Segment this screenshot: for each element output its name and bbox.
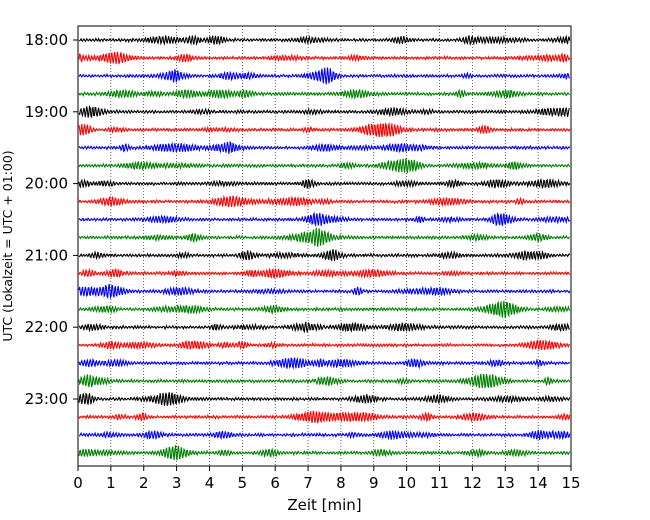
trace-1930 (78, 140, 571, 154)
trace-2345 (78, 445, 571, 461)
trace-1800 (78, 34, 571, 47)
trace-2100 (78, 249, 571, 262)
trace-2300 (78, 392, 571, 406)
x-axis-ticks: 0 1 2 3 4 5 6 7 8 9 10 11 12 13 14 15 (73, 466, 581, 492)
trace-2200 (78, 321, 570, 334)
x-tick-label: 8 (336, 474, 346, 492)
trace-2045 (78, 227, 570, 247)
y-tick-label: 21:00 (25, 246, 68, 264)
y-axis-label: UTC (Lokalzeit = UTC + 01:00) (0, 150, 15, 341)
x-tick-label: 4 (205, 474, 215, 492)
y-tick-label: 20:00 (25, 175, 68, 193)
x-tick-label: 5 (238, 474, 248, 492)
y-tick-label: 22:00 (25, 318, 68, 336)
trace-1900 (78, 104, 570, 119)
x-tick-label: 3 (172, 474, 182, 492)
trace-2115 (78, 267, 571, 279)
trace-2145 (78, 300, 571, 319)
trace-2000 (78, 177, 571, 189)
x-tick-label: 10 (397, 474, 416, 492)
trace-2330 (78, 429, 571, 441)
x-tick-label: 6 (270, 474, 280, 492)
x-tick-label: 15 (561, 474, 580, 492)
x-tick-label: 7 (303, 474, 313, 492)
trace-2245 (78, 373, 571, 389)
x-axis-label: Zeit [min] (287, 496, 361, 514)
y-tick-label: 23:00 (25, 390, 68, 408)
x-tick-label: 12 (463, 474, 482, 492)
trace-1945 (78, 158, 571, 174)
x-tick-label: 9 (369, 474, 379, 492)
trace-1845 (78, 88, 571, 100)
trace-2130 (78, 283, 571, 300)
trace-2230 (78, 356, 571, 370)
trace-1815 (78, 51, 571, 66)
x-tick-label: 0 (73, 474, 83, 492)
y-axis-ticks: 18:00 19:00 20:00 21:00 22:00 23:00 (25, 31, 78, 408)
x-tick-label: 14 (529, 474, 548, 492)
trace-2215 (78, 339, 571, 351)
grid-lines (110, 26, 539, 466)
x-tick-label: 13 (496, 474, 515, 492)
y-tick-label: 18:00 (25, 31, 68, 49)
trace-group (78, 34, 571, 461)
trace-2315 (78, 410, 571, 424)
y-tick-label: 19:00 (25, 103, 68, 121)
plot-frame (77, 25, 572, 467)
trace-1830 (78, 67, 570, 85)
trace-2015 (78, 194, 571, 208)
trace-2030 (78, 211, 571, 228)
trace-1915 (78, 121, 571, 138)
x-tick-label: 11 (430, 474, 449, 492)
x-tick-label: 2 (139, 474, 149, 492)
x-tick-label: 1 (106, 474, 116, 492)
